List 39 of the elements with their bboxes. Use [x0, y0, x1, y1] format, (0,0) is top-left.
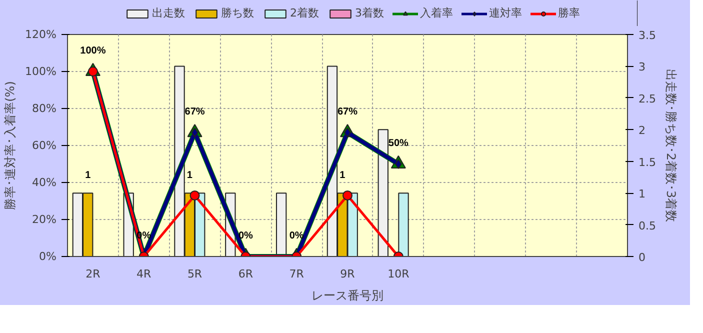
data-label: 1 [186, 170, 193, 182]
x-tick-label: 2R [86, 268, 101, 280]
y-tick-label: 100% [25, 65, 57, 78]
legend-label: 2着数 [290, 6, 319, 20]
legend-label: 3着数 [355, 6, 384, 20]
y2-tick-label: 0 [638, 251, 646, 264]
y-tick-label: 80% [32, 102, 57, 115]
x-tick-label: 5R [187, 268, 202, 280]
y-axis-title: 勝率･連対率･入着率(%) [3, 81, 18, 210]
y-tick-label: 0% [39, 250, 56, 263]
y-tick-label: 120% [25, 28, 57, 41]
data-label: 1 [340, 170, 346, 182]
x-tick-label: 10R [388, 268, 410, 280]
x-tick-label: 9R [340, 268, 356, 280]
data-label: 100% [80, 46, 106, 56]
y2-tick-label: 2 [638, 124, 646, 138]
legend-label: 出走数 [152, 6, 185, 20]
x-axis-title: レース番号別 [312, 288, 384, 302]
data-label: 67% [337, 106, 358, 118]
y-tick-label: 60% [32, 139, 57, 152]
y2-tick-label: 3.5 [638, 29, 656, 42]
x-tick-label: 7R [289, 268, 304, 280]
y2-tick-label: 1 [638, 188, 646, 201]
legend-label: 勝率 [558, 6, 580, 20]
legend-label: 勝ち数 [221, 6, 254, 20]
y-tick-label: 40% [32, 176, 57, 189]
y2-axis-title: 出走数･勝ち数･2着数･3着数 [664, 68, 678, 222]
x-tick-label: 4R [136, 268, 152, 280]
data-label: 50% [388, 138, 409, 149]
legend-label: 連対率 [489, 6, 522, 20]
legend-label: 入着率 [420, 6, 453, 20]
data-label: 67% [184, 106, 205, 118]
y2-tick-label: 0.5 [638, 219, 656, 232]
y-tick-label: 20% [32, 213, 57, 226]
y2-tick-label: 2.5 [638, 92, 656, 106]
data-label: 1 [85, 170, 92, 182]
y2-tick-label: 1.5 [638, 156, 656, 169]
x-tick-label: 6R [238, 268, 254, 280]
y2-tick-label: 3 [638, 60, 646, 74]
